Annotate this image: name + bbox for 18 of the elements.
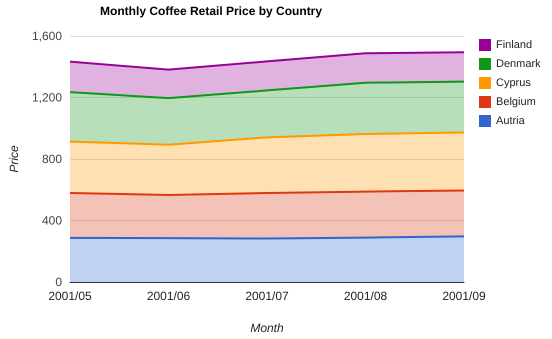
y-tick-label: 400 bbox=[42, 214, 62, 228]
x-tick-label: 2001/09 bbox=[442, 289, 486, 303]
x-tick-label: 2001/05 bbox=[48, 289, 92, 303]
y-axis-title: Price bbox=[7, 145, 21, 173]
x-tick-label: 2001/07 bbox=[245, 289, 290, 303]
x-tick-label: 2001/06 bbox=[146, 289, 191, 303]
legend-label: Cyprus bbox=[496, 77, 532, 89]
chart-title: Monthly Coffee Retail Price by Country bbox=[100, 4, 322, 18]
legend-label: Denmark bbox=[496, 58, 542, 70]
y-tick-label: 1,600 bbox=[32, 29, 62, 43]
y-tick-label: 1,200 bbox=[32, 90, 62, 104]
legend-label: Autria bbox=[496, 115, 526, 127]
x-tick-label: 2001/08 bbox=[344, 289, 388, 303]
legend-label: Belgium bbox=[496, 96, 536, 108]
y-tick-label: 0 bbox=[55, 275, 62, 289]
y-tick-label: 800 bbox=[42, 152, 62, 166]
legend-label: Finland bbox=[496, 39, 532, 51]
x-axis-title: Month bbox=[250, 321, 284, 335]
